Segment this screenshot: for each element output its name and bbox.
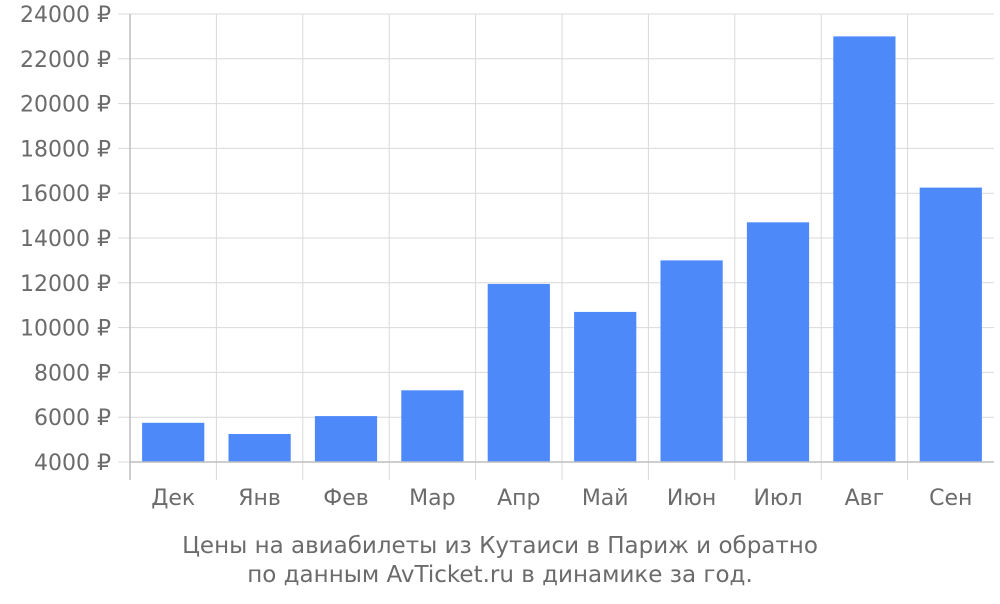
bar-4 [401,390,464,462]
y-tick-label: 24000 ₽ [20,3,111,28]
y-tick-label: 14000 ₽ [20,227,111,252]
y-tick-label: 16000 ₽ [20,182,111,207]
axis-layer [129,14,994,480]
bar-layer [142,36,982,463]
bar-3 [314,416,378,462]
y-tick-label: 18000 ₽ [20,137,111,162]
bar-5 [487,283,550,462]
y-tick-label: 4000 ₽ [34,451,111,476]
bar-9 [833,36,896,463]
label-layer: 4000 ₽ 6000 ₽ 8000 ₽ 10000 ₽ 12000 ₽ 14000 ₽ 1… [20,3,972,511]
x-tick-label: Июн [667,486,716,511]
y-tick-label: 20000 ₽ [20,93,111,118]
bar-6 [574,311,637,462]
chart-caption-line-2: по данным AvTicket.ru в динамике за год. [247,562,753,588]
x-tick-label: Сен [929,486,972,511]
x-tick-label: Фев [323,486,368,511]
bar-2 [228,434,291,462]
bar-1 [142,422,205,462]
y-tick-label: 8000 ₽ [34,361,111,386]
x-tick-label: Авг [845,486,885,511]
y-tick-label: 10000 ₽ [20,317,111,342]
x-tick-label: Янв [238,486,281,511]
y-tick-label: 12000 ₽ [20,272,111,297]
x-tick-label: Май [582,486,629,511]
bar-8 [746,222,810,462]
y-tick-label: 6000 ₽ [34,406,111,431]
y-tick-label: 22000 ₽ [20,48,111,73]
bar-7 [660,260,723,462]
bar-10 [919,187,982,462]
x-tick-label: Дек [151,486,195,511]
x-tick-label: Апр [497,486,540,511]
x-tick-label: Июл [753,486,802,511]
chart-caption-line-1: Цены на авиабилеты из Кутаиси в Париж и … [182,533,818,559]
x-tick-label: Мар [409,486,455,511]
